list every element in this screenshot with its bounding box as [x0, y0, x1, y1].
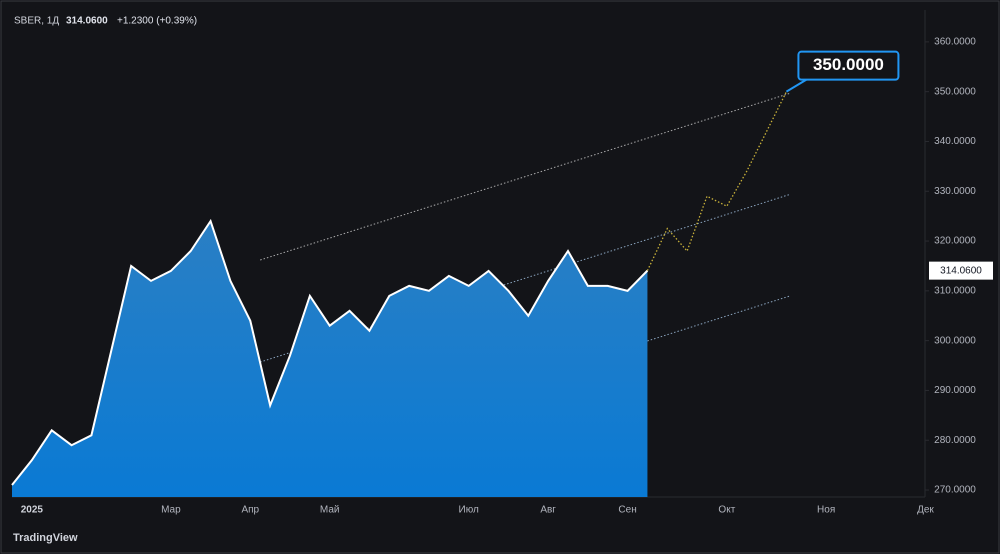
y-tick-label: 280.0000	[934, 435, 976, 446]
area	[12, 221, 648, 497]
x-tick-label: Дек	[917, 505, 934, 516]
x-tick-label: Ноя	[817, 505, 835, 516]
callout-arrow	[785, 78, 807, 93]
price: 314.0600	[66, 16, 108, 27]
y-tick-label: 290.0000	[934, 385, 976, 396]
last-price-box	[929, 261, 993, 280]
y-tick-label: 330.0000	[934, 186, 976, 197]
y-tick-label: 310.0000	[934, 285, 976, 296]
y-tick-label: 350.0000	[934, 86, 976, 97]
x-tick-label: Авг	[540, 505, 556, 516]
line	[11, 218, 649, 486]
symbol: SBER, 1Д	[14, 16, 59, 27]
y-tick-label: 270.0000	[934, 485, 976, 496]
channel-line	[260, 92, 791, 261]
brand: TradingView	[13, 532, 78, 544]
x-tick-label: 2025	[21, 505, 44, 516]
x-tick-label: Сен	[618, 505, 636, 516]
y-tick-label: 300.0000	[934, 335, 976, 346]
x-tick-label: Окт	[718, 505, 735, 516]
last-price-label: 314.0600	[940, 265, 982, 276]
channel-line	[260, 193, 791, 363]
change: +1.2300 (+0.39%)	[117, 16, 197, 27]
y-tick-label: 320.0000	[934, 236, 976, 247]
callout-box	[797, 50, 900, 81]
y-tick-label: 360.0000	[934, 37, 976, 48]
x-tick-label: Мар	[161, 505, 181, 516]
callout-label: 350.0000	[813, 55, 884, 74]
x-tick-label: Июл	[459, 505, 479, 516]
y-tick-label: 340.0000	[934, 136, 976, 147]
x-tick-label: Май	[320, 505, 340, 516]
x-tick-label: Апр	[241, 505, 259, 516]
